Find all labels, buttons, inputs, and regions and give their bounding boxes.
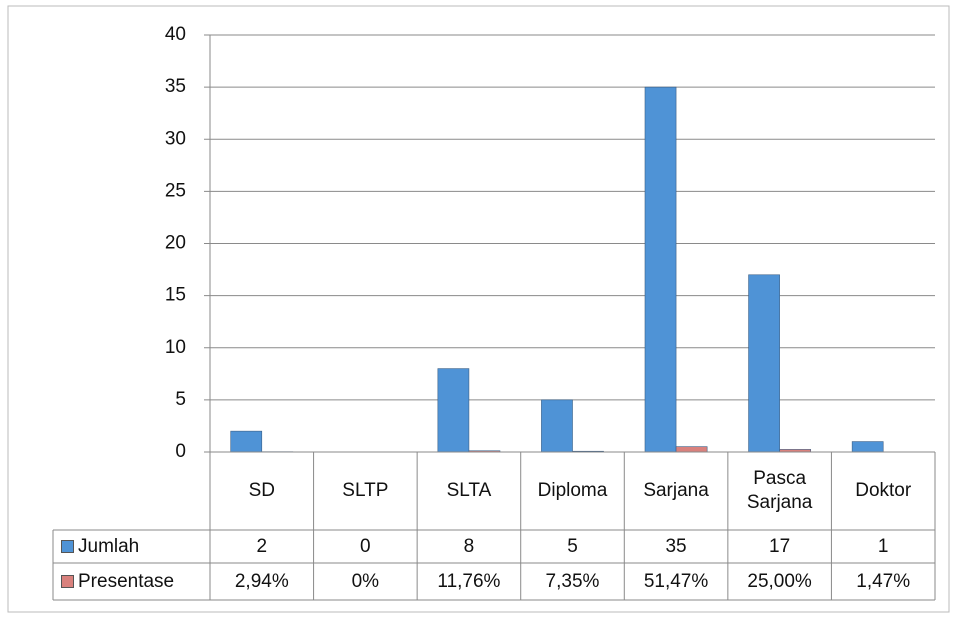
legend-entry: Jumlah (53, 530, 210, 563)
table-value: 11,76% (437, 570, 501, 592)
y-tick-label: 15 (165, 285, 186, 306)
category-label: Sarjana (643, 480, 709, 501)
table-value: 1,47% (856, 570, 911, 592)
legend-key (61, 575, 74, 588)
table-value: 35 (665, 535, 687, 557)
category-label: SLTA (446, 480, 492, 501)
category-label: Doktor (855, 480, 912, 501)
bar (541, 399, 573, 453)
y-tick-label: 0 (175, 441, 186, 462)
table-value: 2 (256, 535, 268, 557)
category-label: SLTP (342, 480, 389, 501)
table-value: 0% (351, 570, 380, 592)
table-value: 51,47% (643, 570, 709, 592)
bar (230, 430, 263, 453)
table-value: 25,00% (747, 570, 812, 592)
y-tick-label: 10 (165, 337, 186, 358)
y-tick-label: 35 (165, 76, 186, 97)
legend-label: Presentase (78, 570, 175, 592)
table-value: 7,35% (545, 570, 600, 592)
bar (644, 86, 677, 453)
table-value: 0 (360, 535, 371, 557)
category-label: Pasca Sarjana (746, 468, 813, 513)
table-value: 17 (769, 535, 791, 557)
legend-label: Jumlah (78, 535, 140, 557)
chart-border (7, 5, 950, 613)
table-value: 8 (463, 535, 475, 557)
category-label: SD (248, 480, 275, 501)
y-tick-label: 25 (165, 180, 186, 201)
table-value: 2,94% (234, 570, 289, 592)
bar (437, 368, 470, 453)
table-value: 1 (877, 535, 889, 557)
bar (748, 274, 780, 453)
legend-entry: Presentase (53, 563, 210, 600)
y-tick-label: 40 (165, 24, 186, 45)
legend-key (61, 540, 74, 553)
y-tick-label: 5 (175, 389, 186, 410)
y-tick-label: 30 (165, 128, 186, 149)
category-label: Diploma (537, 480, 608, 501)
table-value: 5 (567, 535, 578, 557)
y-tick-label: 20 (165, 233, 186, 254)
bar (851, 441, 884, 453)
